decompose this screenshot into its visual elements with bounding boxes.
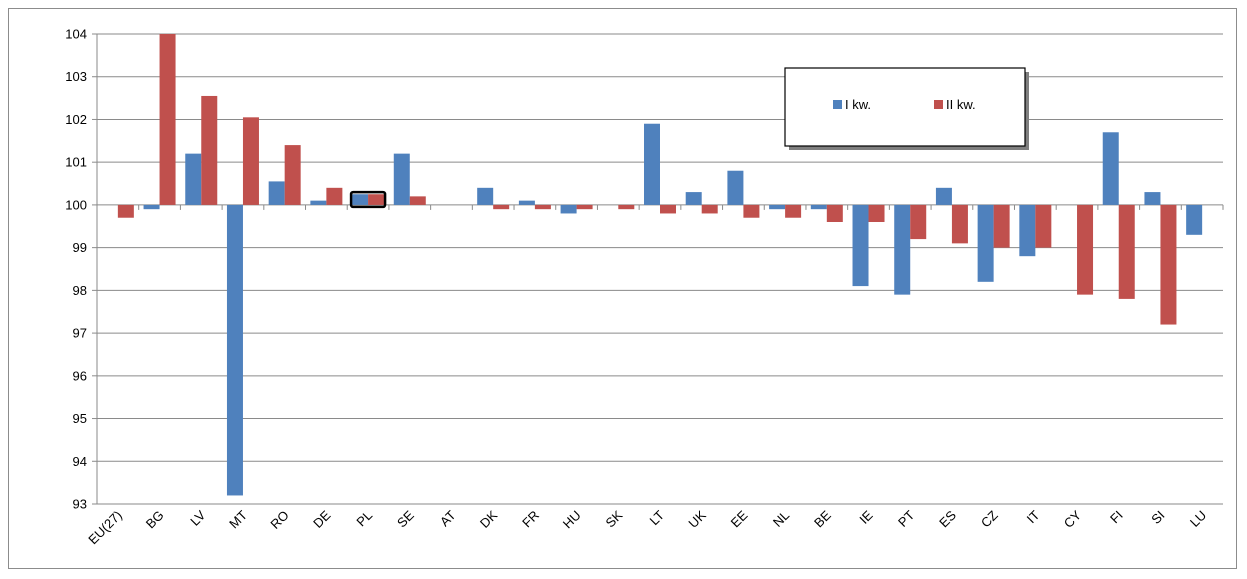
- bar-series-1: [685, 192, 702, 205]
- bar-series-1: [977, 204, 994, 282]
- bar-series-2: [159, 34, 176, 205]
- x-category-label: EU(27): [85, 508, 125, 548]
- x-category-label: EE: [728, 507, 751, 530]
- x-category-label: IT: [1024, 507, 1043, 526]
- x-category-label: CY: [1061, 507, 1085, 531]
- bar-series-2: [618, 204, 635, 210]
- y-tick-label: 97: [73, 326, 87, 341]
- x-category-label: PL: [353, 508, 375, 530]
- bar-series-1: [143, 204, 160, 210]
- bar-series-1: [935, 187, 952, 205]
- x-category-label: LT: [646, 507, 667, 528]
- bar-series-1: [518, 200, 535, 205]
- bar-series-1: [226, 204, 243, 496]
- legend-swatch-series-2: [934, 100, 943, 109]
- x-category-label: FI: [1107, 508, 1126, 527]
- y-tick-label: 100: [65, 197, 87, 212]
- bar-series-2: [576, 204, 593, 210]
- y-tick-label: 98: [73, 283, 87, 298]
- bar-series-2: [326, 187, 343, 205]
- bar-series-2: [951, 204, 968, 244]
- x-category-label: MT: [226, 507, 250, 531]
- x-category-label: SI: [1148, 508, 1167, 527]
- bar-series-2: [826, 204, 843, 222]
- bar-series-1: [852, 204, 869, 287]
- y-tick-label: 96: [73, 368, 87, 383]
- bar-series-1: [310, 200, 327, 205]
- bar-series-1: [185, 153, 202, 205]
- bar-series-1: [560, 204, 577, 214]
- legend-swatch-series-1: [833, 100, 842, 109]
- y-tick-label: 99: [73, 240, 87, 255]
- y-tick-label: 93: [73, 497, 87, 512]
- x-axis-categories: EU(27) BG LV MT RO DE PL SE AT DK FR HU SK LT UK EE NL BE…: [85, 507, 1209, 547]
- x-category-label: UK: [685, 507, 709, 531]
- y-tick-label: 104: [65, 27, 87, 42]
- bar-series-2: [1118, 204, 1135, 299]
- x-category-label: IE: [856, 507, 876, 527]
- legend: I kw. II kw.: [784, 67, 1029, 150]
- bar-series-2: [534, 204, 551, 210]
- bar-series-1: [352, 194, 369, 205]
- x-category-label: HU: [560, 508, 584, 532]
- bar-series-1: [477, 187, 494, 205]
- highlight-box: [349, 190, 387, 209]
- bar-series-2: [743, 204, 760, 218]
- bar-series-1: [727, 170, 744, 205]
- y-tick-label: 95: [73, 411, 87, 426]
- bar-series-1: [810, 204, 827, 210]
- x-category-label: LU: [1187, 508, 1209, 530]
- x-category-label: ES: [936, 507, 959, 530]
- legend-label-series-2: II kw.: [946, 97, 976, 112]
- x-category-label: BE: [811, 507, 834, 530]
- bar-series-2: [117, 204, 134, 218]
- bar-series-1: [393, 153, 410, 205]
- bar-series-2: [242, 117, 259, 205]
- bar-series-2: [284, 145, 301, 205]
- bars: [117, 34, 1203, 496]
- bar-series-1: [1019, 204, 1036, 257]
- bar-series-2: [493, 204, 510, 210]
- x-category-label: PT: [895, 507, 917, 529]
- bar-series-1: [1102, 132, 1119, 205]
- bar-series-2: [409, 196, 426, 205]
- bar-series-1: [268, 181, 285, 205]
- x-category-label: NL: [770, 508, 792, 530]
- bar-series-2: [785, 204, 802, 218]
- bar-series-1: [1144, 192, 1161, 205]
- y-axis-ticks: 93 94 95 96 97 98 99 100 101 102 103 104: [65, 27, 87, 512]
- x-category-label: DK: [477, 507, 501, 531]
- bar-series-2: [1160, 204, 1177, 325]
- gridlines: [92, 33, 1224, 505]
- bar-series-1: [769, 204, 786, 210]
- legend-box: [784, 67, 1026, 147]
- bar-series-2: [368, 194, 385, 205]
- bar-series-2: [660, 204, 676, 214]
- bar-series-2: [993, 204, 1010, 248]
- x-category-label: CZ: [978, 507, 1001, 530]
- y-tick-label: 102: [65, 112, 87, 127]
- bar-series-2: [1077, 204, 1094, 295]
- x-category-label: DE: [310, 507, 334, 531]
- bar-series-2: [1035, 204, 1052, 248]
- bar-series-2: [701, 204, 718, 214]
- bar-series-2: [868, 204, 885, 222]
- y-tick-label: 94: [73, 454, 87, 469]
- x-category-label: SE: [394, 507, 417, 530]
- x-category-label: FR: [519, 508, 542, 531]
- bar-series-2: [910, 204, 927, 240]
- legend-label-series-1: I kw.: [845, 97, 871, 112]
- x-category-label: RO: [267, 508, 291, 532]
- y-tick-label: 103: [65, 69, 87, 84]
- bar-series-1: [644, 123, 660, 205]
- x-category-label: LV: [187, 507, 208, 528]
- y-tick-label: 101: [65, 155, 87, 170]
- bar-series-1: [894, 204, 911, 295]
- bar-series-2: [201, 95, 218, 205]
- x-category-label: BG: [143, 508, 167, 532]
- x-category-label: AT: [437, 507, 459, 529]
- bar-series-1: [1186, 204, 1203, 235]
- x-category-label: SK: [603, 507, 626, 530]
